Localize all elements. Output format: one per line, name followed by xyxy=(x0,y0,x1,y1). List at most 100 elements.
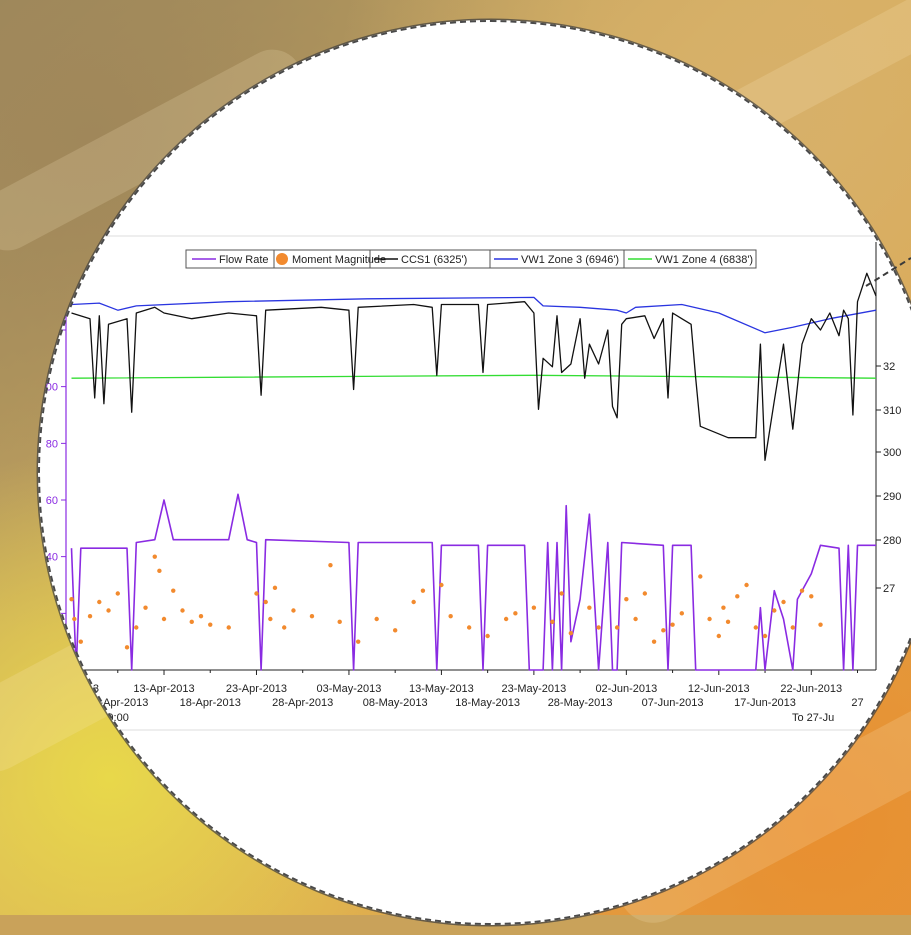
moment-magnitude-point xyxy=(152,554,157,559)
moment-magnitude-point xyxy=(198,613,204,619)
x-tick-label: 03-May-2013 xyxy=(317,683,382,695)
moment-magnitude-point xyxy=(78,639,83,644)
moment-magnitude-point xyxy=(721,605,726,610)
x-tick-label: 07-Jun-2013 xyxy=(642,697,704,709)
legend-label: VW1 Zone 3 (6946') xyxy=(521,254,619,266)
x-range-start: 00:00:00 xyxy=(86,712,129,724)
moment-magnitude-point xyxy=(596,625,601,630)
moment-magnitude-point xyxy=(134,625,139,630)
x-tick-label: 23-May-2013 xyxy=(501,683,566,695)
chart: 02040608010012040Flow Rate (metric tonne… xyxy=(38,235,911,731)
magnifier-lens: 02040608010012040Flow Rate (metric tonne… xyxy=(38,20,911,925)
moment-magnitude-point xyxy=(374,616,379,622)
legend-label: Moment Magnitude xyxy=(292,254,386,266)
left-y-tick-label: 0 xyxy=(52,665,58,677)
moment-magnitude-point xyxy=(171,588,176,593)
moment-magnitude-point xyxy=(87,613,93,619)
x-tick-label: 02-Jun-2013 xyxy=(595,683,657,695)
series-line-ccs1-6325- xyxy=(71,272,877,461)
moment-magnitude-point xyxy=(161,616,167,622)
moment-magnitude-point xyxy=(503,616,509,622)
legend-swatch xyxy=(276,253,288,265)
moment-magnitude-point xyxy=(106,608,111,613)
moment-magnitude-point xyxy=(282,625,287,630)
moment-magnitude-point xyxy=(69,596,74,602)
x-tick-label: 13-Apr-2013 xyxy=(133,683,194,695)
right-y-tick-label: 310 xyxy=(883,405,901,417)
moment-magnitude-point xyxy=(268,616,273,622)
moment-magnitude-point xyxy=(309,613,315,619)
moment-magnitude-point xyxy=(531,605,537,610)
moment-magnitude-point xyxy=(707,616,712,622)
moment-magnitude-point xyxy=(272,585,278,591)
moment-magnitude-point xyxy=(254,591,259,596)
moment-magnitude-point xyxy=(725,619,731,625)
x-tick-label: 27 xyxy=(851,697,863,709)
moment-magnitude-point xyxy=(614,625,620,630)
moment-magnitude-point xyxy=(651,639,657,644)
right-y-tick-label: 300 xyxy=(883,447,901,459)
moment-magnitude-point xyxy=(263,599,268,605)
moment-magnitude-point xyxy=(716,633,722,639)
moment-magnitude-point xyxy=(72,616,77,622)
moment-magnitude-point xyxy=(291,608,296,613)
moment-magnitude-point xyxy=(735,594,740,599)
moment-magnitude-point xyxy=(208,622,213,627)
moment-magnitude-point xyxy=(439,582,444,588)
series-line-flow-rate xyxy=(70,493,876,671)
moment-magnitude-point xyxy=(337,619,342,625)
x-tick-label: 12-Jun-2013 xyxy=(688,683,750,695)
left-y-tick-label: 20 xyxy=(46,608,58,620)
moment-magnitude-point xyxy=(762,633,768,639)
series-line-vw1-zone-3-6946- xyxy=(71,296,877,334)
moment-magnitude-point xyxy=(818,622,823,627)
right-y-tick-label: 32 xyxy=(883,361,895,373)
x-tick-label: 13-May-2013 xyxy=(409,683,474,695)
moment-magnitude-point xyxy=(180,608,185,613)
moment-magnitude-point xyxy=(97,599,102,605)
series-line-vw1-zone-4-6838- xyxy=(71,374,877,379)
left-y-tick-label: 120 xyxy=(40,325,58,337)
right-y-tick-label: 290 xyxy=(883,491,901,503)
x-tick-label: 18-May-2013 xyxy=(455,697,520,709)
moment-magnitude-point xyxy=(744,582,749,588)
right-y-tick-label: 27 xyxy=(883,583,895,595)
moment-magnitude-point xyxy=(157,568,162,574)
left-y-tick-label: 100 xyxy=(40,382,58,394)
moment-magnitude-point xyxy=(670,622,675,627)
moment-magnitude-point xyxy=(587,605,592,610)
left-y-tick-label: 80 xyxy=(46,438,58,450)
moment-magnitude-point xyxy=(624,596,629,602)
moment-magnitude-point xyxy=(642,591,648,596)
x-tick-label: 17-Jun-2013 xyxy=(734,697,796,709)
x-tick-label: 08-Apr-2013 xyxy=(87,697,148,709)
moment-magnitude-point xyxy=(753,625,758,630)
x-range-end: To 27-Ju xyxy=(792,712,834,724)
x-tick-label: 08-May-2013 xyxy=(363,697,428,709)
moment-magnitude-point xyxy=(559,591,564,596)
moment-magnitude-point xyxy=(115,591,120,596)
right-y-tick-label: 280 xyxy=(883,535,901,547)
legend-label: CCS1 (6325') xyxy=(401,254,467,266)
left-y-tick-label: 40 xyxy=(46,268,58,280)
x-tick-label: 22-Jun-2013 xyxy=(780,683,842,695)
left-y-tick-label: 60 xyxy=(46,495,58,507)
x-tick-label: 3-Apr-2013 xyxy=(44,683,99,695)
moment-magnitude-point xyxy=(466,625,472,630)
x-tick-label: 23-Apr-2013 xyxy=(226,683,287,695)
x-tick-label: 28-Apr-2013 xyxy=(272,697,333,709)
callout-line xyxy=(865,257,911,287)
legend-label: VW1 Zone 4 (6838') xyxy=(655,254,753,266)
moment-magnitude-point xyxy=(448,613,453,619)
left-y-tick-label: 40 xyxy=(46,552,58,564)
moment-magnitude-point xyxy=(790,625,795,630)
legend-box xyxy=(185,249,757,269)
moment-magnitude-point xyxy=(661,628,666,633)
moment-magnitude-point xyxy=(420,588,426,593)
moment-magnitude-point xyxy=(485,633,490,639)
moment-magnitude-point xyxy=(392,628,398,633)
moment-magnitude-point xyxy=(781,599,786,605)
moment-magnitude-point xyxy=(328,562,333,568)
moment-magnitude-point xyxy=(809,594,814,599)
moment-magnitude-point xyxy=(411,599,416,605)
